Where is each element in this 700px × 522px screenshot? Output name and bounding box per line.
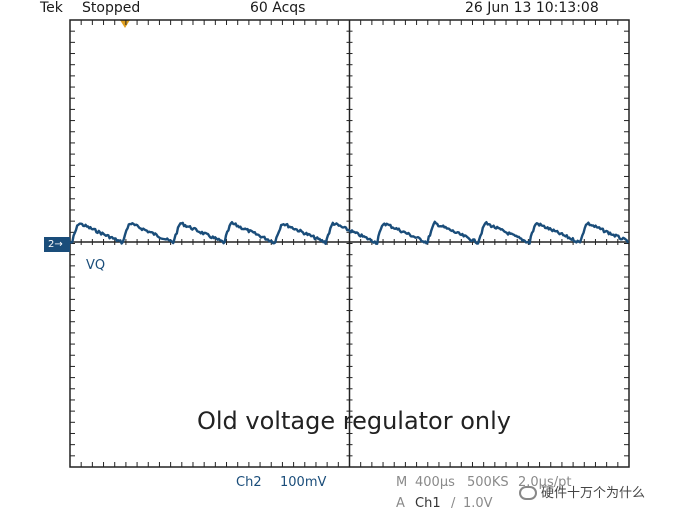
- channel-scale: 100mV: [280, 475, 327, 490]
- waveform-display: [69, 19, 630, 468]
- trigger-source: Ch1: [415, 496, 441, 511]
- watermark: 硬件十万个为什么: [519, 482, 645, 501]
- watermark-text: 硬件十万个为什么: [541, 486, 646, 501]
- channel-name: Ch2: [236, 475, 262, 490]
- trigger-slope-icon: /: [451, 496, 456, 511]
- timebase-prefix: M: [396, 475, 408, 490]
- acquisition-count: 60 Acqs: [250, 0, 306, 16]
- sample-rate: 500KS: [467, 475, 509, 490]
- graticule: [69, 19, 630, 468]
- caption: Old voltage regulator only: [197, 407, 512, 435]
- trigger-position-icon: [120, 20, 130, 28]
- trigger-level: 1.0V: [463, 496, 493, 511]
- trigger-prefix: A: [396, 496, 405, 511]
- brand-label: Tek: [40, 0, 63, 16]
- ch2-trace: [69, 220, 630, 245]
- timebase-value: 400µs: [415, 475, 455, 490]
- channel-ground-marker: 2→: [44, 237, 70, 252]
- acquisition-status: Stopped: [82, 0, 141, 16]
- arrow-right-icon: →: [54, 239, 63, 250]
- wechat-icon: [519, 486, 537, 500]
- datetime-label: 26 Jun 13 10:13:08: [465, 0, 599, 16]
- channel-label: VQ: [86, 258, 106, 273]
- channel-marker-number: 2: [48, 239, 55, 250]
